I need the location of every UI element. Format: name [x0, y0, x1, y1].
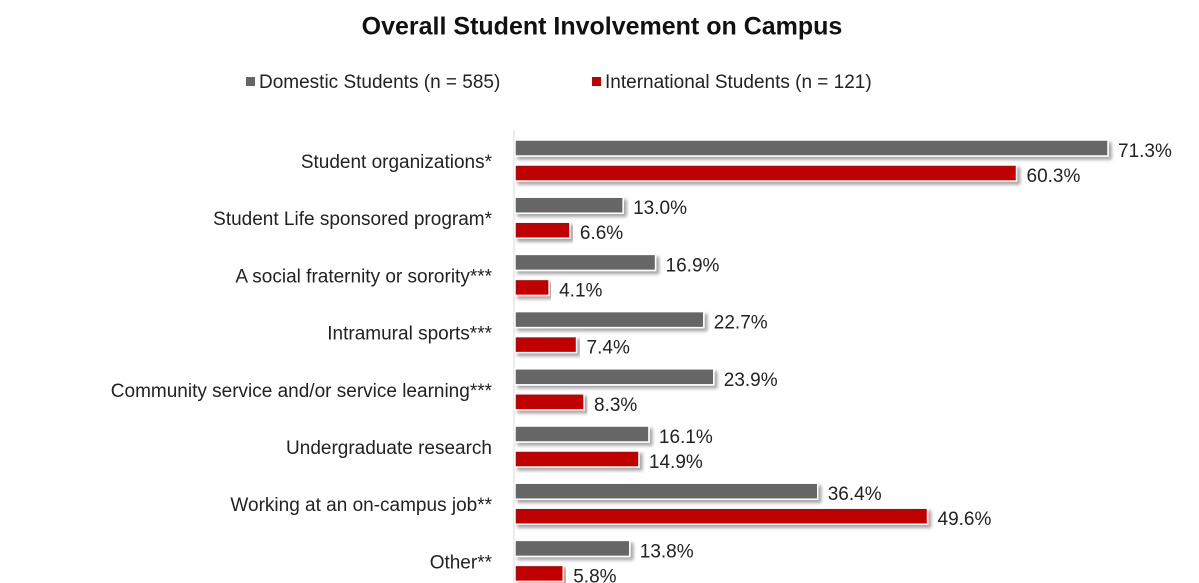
- bar: [514, 450, 640, 468]
- chart-title: Overall Student Involvement on Campus: [362, 13, 843, 41]
- bar: [514, 507, 929, 525]
- bar: [514, 539, 631, 558]
- bar: [514, 393, 585, 411]
- legend-label: Domestic Students (n = 585): [259, 72, 500, 93]
- data-label: 71.3%: [1118, 141, 1172, 162]
- bar: [514, 139, 1109, 157]
- bar: [514, 278, 550, 297]
- data-label: 4.1%: [559, 280, 602, 301]
- data-label: 22.7%: [714, 313, 768, 334]
- data-label: 60.3%: [1027, 166, 1081, 187]
- bar: [514, 368, 715, 386]
- bar: [514, 482, 819, 500]
- y-tick-label: Working at an on-campus job**: [230, 495, 492, 516]
- y-tick-label: Intramural sports***: [327, 324, 492, 345]
- data-label: 13.8%: [640, 541, 694, 562]
- y-tick-label: Community service and/or service learnin…: [111, 381, 493, 402]
- data-label: 13.0%: [633, 198, 687, 219]
- y-tick-label: Undergraduate research: [286, 438, 492, 459]
- data-label: 16.9%: [666, 255, 720, 276]
- y-tick-label: Student Life sponsored program*: [213, 209, 492, 230]
- bar: [514, 221, 571, 239]
- bar: [514, 196, 624, 214]
- data-label: 36.4%: [828, 484, 882, 505]
- data-label: 5.8%: [573, 566, 616, 583]
- legend-label: International Students (n = 121): [605, 72, 872, 93]
- bar: [514, 425, 650, 443]
- data-label: 16.1%: [659, 427, 713, 448]
- data-label: 14.9%: [649, 452, 703, 473]
- data-label: 49.6%: [938, 509, 992, 530]
- data-label: 23.9%: [724, 370, 778, 391]
- y-tick-label: Other**: [430, 552, 493, 573]
- y-tick-label: Student organizations*: [301, 152, 493, 173]
- bar: [514, 564, 564, 583]
- bar: [514, 164, 1018, 182]
- data-label: 8.3%: [594, 395, 637, 416]
- bar: [514, 335, 578, 354]
- data-label: 6.6%: [580, 223, 623, 244]
- bar: [514, 310, 705, 329]
- data-label: 7.4%: [587, 338, 630, 359]
- bar: [514, 253, 657, 272]
- legend-swatch: [246, 77, 255, 86]
- y-tick-label: A social fraternity or sorority***: [235, 266, 492, 287]
- legend-swatch: [592, 77, 601, 86]
